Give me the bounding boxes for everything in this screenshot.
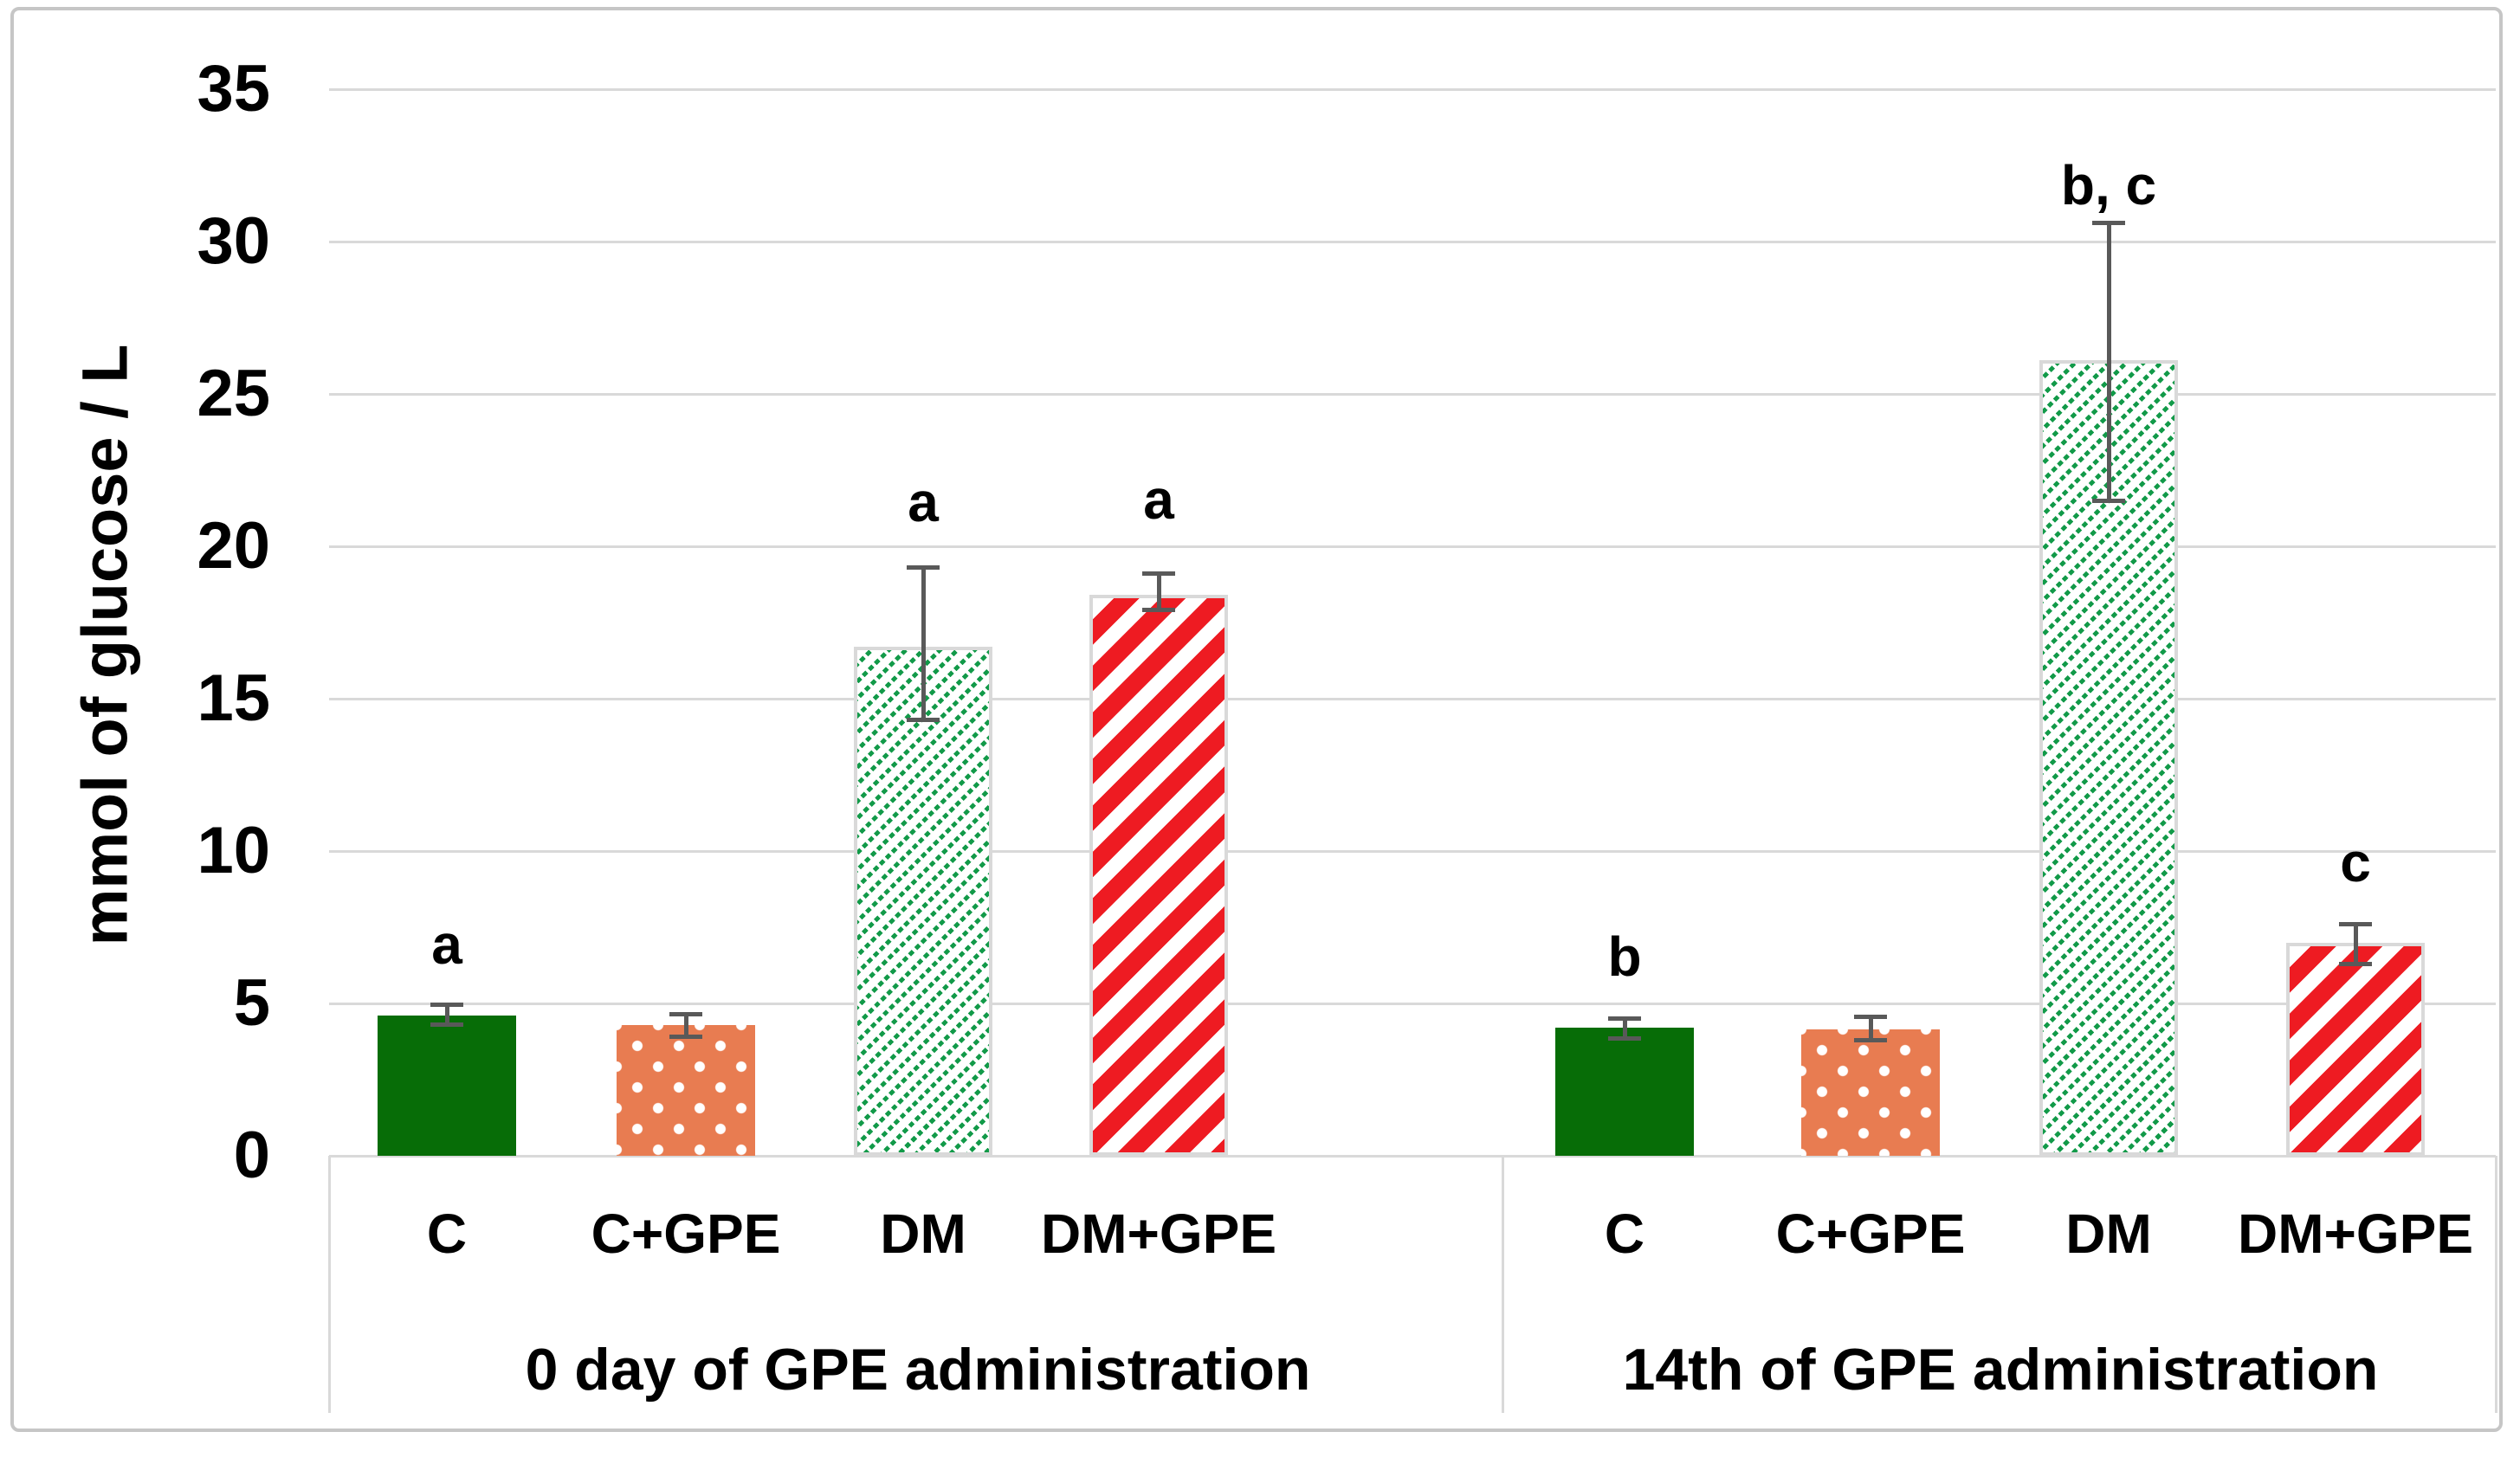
y-tick-label: 0	[233, 1119, 270, 1192]
error-bar-cap-bottom-c-g1	[1608, 1035, 1641, 1041]
bar-cplusgpe-g1	[1801, 1029, 1940, 1156]
significance-letter-c-g1: b	[1607, 925, 1642, 988]
error-bar-cap-bottom-dm-g1	[2092, 498, 2125, 503]
y-tick-label: 35	[197, 52, 270, 126]
error-bar-cap-bottom-dmplusgpe-g0	[1142, 608, 1175, 613]
significance-letter-dmplusgpe-g1: c	[2340, 830, 2371, 893]
bar-dm-g0	[854, 647, 992, 1156]
bar-dmplusgpe-g1	[2286, 942, 2425, 1156]
y-tick-label: 30	[197, 204, 270, 278]
significance-letter-dm-g1: b, c	[2060, 154, 2157, 217]
error-bar-cap-top-c-g1	[1608, 1016, 1641, 1022]
error-bar-c-g0	[444, 1004, 449, 1025]
error-bar-dm-g0	[921, 567, 926, 720]
error-bar-dmplusgpe-g0	[1156, 573, 1161, 610]
category-label-cplusgpe-g1: C+GPE	[1775, 1203, 1966, 1265]
gridline-0	[329, 1154, 2496, 1158]
axis-band-divider-0	[327, 1156, 331, 1413]
error-bar-cap-top-dm-g0	[907, 565, 940, 571]
error-bar-dmplusgpe-g1	[2353, 924, 2358, 964]
y-tick-label: 5	[233, 966, 270, 1040]
error-bar-cap-top-dm-g1	[2092, 221, 2125, 226]
gridline-5	[329, 1002, 2496, 1005]
error-bar-cap-top-cplusgpe-g1	[1854, 1015, 1887, 1020]
category-label-c-g1: C	[1604, 1203, 1645, 1265]
y-tick-label: 20	[197, 509, 270, 583]
significance-letter-dm-g0: a	[908, 471, 939, 534]
category-label-dm-g1: DM	[2065, 1203, 2152, 1265]
error-bar-cap-top-cplusgpe-g0	[669, 1011, 702, 1016]
y-tick-label: 25	[197, 357, 270, 430]
error-bar-cplusgpe-g0	[683, 1014, 688, 1037]
error-bar-cap-bottom-dmplusgpe-g1	[2339, 961, 2372, 966]
error-bar-cap-top-c-g0	[430, 1003, 463, 1008]
y-tick-label: 10	[197, 814, 270, 887]
group-label-14th: 14th of GPE administration	[1622, 1337, 2379, 1403]
bar-c-g0	[378, 1016, 516, 1156]
category-label-dm-g0: DM	[880, 1203, 966, 1265]
gridline-30	[329, 240, 2496, 243]
error-bar-cap-bottom-dm-g0	[907, 718, 940, 723]
gridline-25	[329, 392, 2496, 396]
error-bar-cap-bottom-cplusgpe-g0	[669, 1035, 702, 1040]
category-label-dmplusgpe-g0: DM+GPE	[1040, 1203, 1277, 1265]
gridline-15	[329, 697, 2496, 700]
gridline-35	[329, 87, 2496, 91]
category-label-dmplusgpe-g1: DM+GPE	[2237, 1203, 2474, 1265]
y-tick-label: 15	[197, 661, 270, 735]
bar-cplusgpe-g0	[617, 1024, 755, 1156]
axis-band-divider-1	[1501, 1156, 1504, 1413]
bar-c-g1	[1555, 1028, 1694, 1156]
error-bar-cap-top-dmplusgpe-g1	[2339, 921, 2372, 926]
error-bar-dm-g1	[2106, 223, 2111, 501]
error-bar-cplusgpe-g1	[1868, 1016, 1873, 1041]
gridline-10	[329, 849, 2496, 853]
error-bar-c-g1	[1622, 1018, 1627, 1039]
significance-letter-dmplusgpe-g0: a	[1143, 468, 1174, 531]
significance-letter-c-g0: a	[431, 913, 462, 976]
axis-band-divider-2	[2494, 1156, 2497, 1413]
group-label-0day: 0 day of GPE administration	[525, 1337, 1311, 1403]
bar-dmplusgpe-g0	[1089, 595, 1228, 1156]
gridline-20	[329, 545, 2496, 548]
category-label-c-g0: C	[426, 1203, 468, 1265]
error-bar-cap-top-dmplusgpe-g0	[1142, 571, 1175, 577]
category-label-cplusgpe-g0: C+GPE	[591, 1203, 781, 1265]
error-bar-cap-bottom-c-g0	[430, 1022, 463, 1028]
error-bar-cap-bottom-cplusgpe-g1	[1854, 1038, 1887, 1043]
